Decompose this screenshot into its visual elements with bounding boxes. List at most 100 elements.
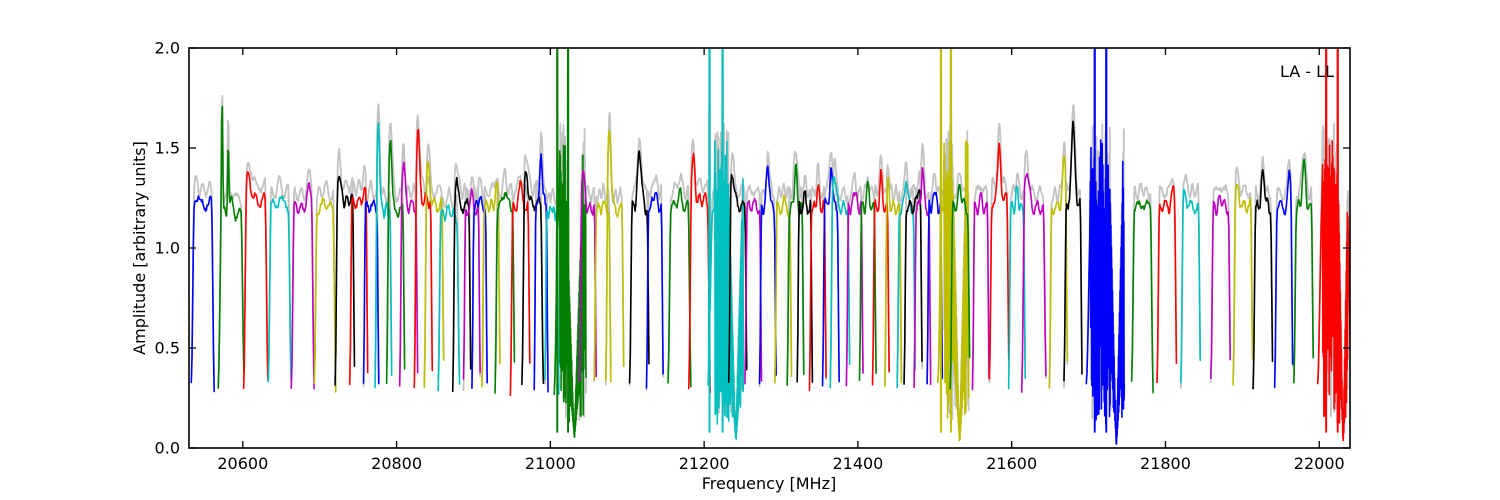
ghost-trace xyxy=(509,175,531,386)
spectral-window-trace-k xyxy=(451,176,472,393)
ghost-trace xyxy=(744,184,763,377)
ghost-trace xyxy=(578,152,598,376)
spectral-window-trace-y xyxy=(313,197,337,393)
x-tick-label: 22000 xyxy=(1294,454,1345,473)
ghost-trace xyxy=(1130,182,1154,383)
spectral-window-trace-r xyxy=(242,171,269,390)
x-axis-label: Frequency [MHz] xyxy=(702,474,836,493)
spectral-window-trace-r xyxy=(1156,185,1178,384)
spectral-window-trace-c xyxy=(1180,188,1202,384)
y-tick-label: 1.0 xyxy=(155,239,180,258)
spectral-window-trace-y xyxy=(884,176,903,388)
spectral-window-trace-m xyxy=(971,191,990,391)
spectral-window-trace-r xyxy=(808,184,827,392)
ghost-trace xyxy=(1273,158,1294,384)
spectral-window-trace-r xyxy=(1316,48,1350,442)
spectral-window-trace-b xyxy=(821,167,840,387)
spectral-window-trace-m xyxy=(578,170,597,383)
spectral-window-trace-r xyxy=(348,186,369,386)
spectral-window-trace-k xyxy=(796,190,814,383)
spectral-window-trace-c xyxy=(829,176,851,389)
tick-labels: 20600 20800 21000 21200 21400 21600 21800 22000… xyxy=(155,39,1345,474)
spectral-window-trace-y xyxy=(481,181,501,388)
y-tick-label: 2.0 xyxy=(155,39,180,58)
trace-layer xyxy=(190,48,1350,445)
spectral-window-trace-m xyxy=(462,188,481,380)
ghost-trace xyxy=(808,162,827,386)
ghost-trace xyxy=(913,142,932,377)
ghost-trace xyxy=(786,150,805,381)
x-tick-label: 20600 xyxy=(217,454,268,473)
ghost-trace xyxy=(1209,184,1232,384)
spectral-window-trace-c xyxy=(707,48,744,440)
spectral-window-trace-y xyxy=(1232,183,1254,386)
spectral-window-trace-m xyxy=(845,191,864,387)
ghost-trace xyxy=(1063,104,1083,389)
ghost-trace xyxy=(758,150,778,388)
spectral-window-trace-k xyxy=(1063,120,1083,382)
ghost-trace xyxy=(1252,155,1274,389)
x-tick-label: 21600 xyxy=(986,454,1037,473)
spectral-window-trace-r xyxy=(413,128,434,389)
y-tick-label: 0.0 xyxy=(155,439,180,458)
spectral-window-trace-g xyxy=(858,180,877,382)
ghost-trace xyxy=(858,176,877,375)
x-tick-label: 21200 xyxy=(679,454,730,473)
ghost-trace xyxy=(290,168,315,385)
ghost-trace xyxy=(988,122,1010,384)
ghost-trace xyxy=(242,161,269,380)
spectral-window-trace-b xyxy=(1273,169,1294,389)
spectral-window-trace-y xyxy=(1048,155,1069,389)
x-tick-label: 21800 xyxy=(1140,454,1191,473)
ghost-trace xyxy=(190,175,216,379)
y-axis-label: Amplitude [arbitrary units] xyxy=(130,141,149,355)
correlation-annotation: LA - LL xyxy=(1280,62,1334,81)
spectral-window-trace-k xyxy=(903,189,923,385)
spectral-window-trace-b xyxy=(645,191,664,389)
spectral-window-trace-y xyxy=(604,129,625,381)
y-tick-label: 0.5 xyxy=(155,339,180,358)
spectral-window-trace-c xyxy=(437,204,461,392)
spectral-window-trace-g xyxy=(949,184,971,390)
spectral-window-trace-r xyxy=(988,142,1010,380)
ghost-trace xyxy=(1292,152,1315,381)
spectral-window-trace-b xyxy=(1085,48,1126,445)
ghost-trace xyxy=(667,172,692,380)
ghost-trace xyxy=(398,143,419,381)
spectral-window-trace-g xyxy=(494,191,516,394)
spectral-window-trace-g xyxy=(217,105,245,389)
spectral-window-trace-k xyxy=(1252,169,1274,390)
x-tick-label: 21000 xyxy=(525,454,576,473)
spectral-window-trace-k xyxy=(334,175,356,386)
ghost-trace xyxy=(348,164,369,386)
ghost-trace xyxy=(437,186,461,380)
spectral-window-trace-r xyxy=(509,180,531,397)
spectral-window-trace-k xyxy=(628,150,650,384)
ghost-trace xyxy=(645,174,664,391)
spectral-window-trace-b xyxy=(533,153,549,393)
ghost-trace xyxy=(313,180,337,385)
spectral-window-trace-g xyxy=(667,187,692,388)
x-tick-label: 21400 xyxy=(832,454,883,473)
spectral-window-trace-g xyxy=(786,163,805,386)
ghost-trace xyxy=(481,177,501,387)
spectral-window-trace-m xyxy=(398,161,419,387)
ghost-trace xyxy=(727,152,748,381)
spectral-window-trace-y xyxy=(774,194,793,384)
spectral-window-trace-y xyxy=(937,48,970,442)
ghost-trace xyxy=(796,174,814,380)
spectral-window-trace-g xyxy=(1130,199,1154,394)
spectral-window-trace-y xyxy=(423,160,445,389)
ghost-trace xyxy=(1020,149,1047,385)
spectral-window-trace-r xyxy=(687,152,712,394)
y-tick-label: 1.5 xyxy=(155,139,180,158)
spectral-window-trace-k xyxy=(727,173,748,384)
spectral-window-trace-m xyxy=(744,197,763,385)
ghost-trace xyxy=(971,184,990,388)
spectral-window-trace-m xyxy=(913,167,932,389)
ghost-trace xyxy=(334,147,356,384)
x-tick-label: 20800 xyxy=(371,454,422,473)
spectral-window-trace-c xyxy=(1007,185,1027,390)
